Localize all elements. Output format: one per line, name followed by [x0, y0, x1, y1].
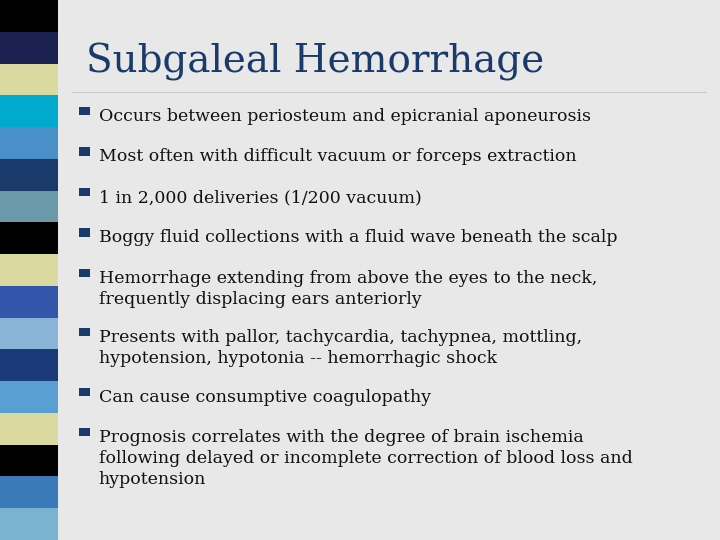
FancyBboxPatch shape [79, 388, 90, 396]
FancyBboxPatch shape [0, 508, 58, 540]
Text: 1 in 2,000 deliveries (1/200 vacuum): 1 in 2,000 deliveries (1/200 vacuum) [99, 189, 421, 206]
FancyBboxPatch shape [0, 349, 58, 381]
FancyBboxPatch shape [0, 381, 58, 413]
FancyBboxPatch shape [0, 191, 58, 222]
Text: Subgaleal Hemorrhage: Subgaleal Hemorrhage [86, 43, 544, 81]
FancyBboxPatch shape [79, 147, 90, 156]
FancyBboxPatch shape [0, 95, 58, 127]
Text: Most often with difficult vacuum or forceps extraction: Most often with difficult vacuum or forc… [99, 148, 576, 165]
FancyBboxPatch shape [0, 413, 58, 445]
Text: Prognosis correlates with the degree of brain ischemia
following delayed or inco: Prognosis correlates with the degree of … [99, 429, 632, 488]
FancyBboxPatch shape [0, 0, 58, 32]
FancyBboxPatch shape [0, 127, 58, 159]
FancyBboxPatch shape [79, 228, 90, 237]
Text: Presents with pallor, tachycardia, tachypnea, mottling,
hypotension, hypotonia -: Presents with pallor, tachycardia, tachy… [99, 329, 582, 367]
FancyBboxPatch shape [0, 286, 58, 318]
Text: Hemorrhage extending from above the eyes to the neck,
frequently displacing ears: Hemorrhage extending from above the eyes… [99, 270, 597, 308]
FancyBboxPatch shape [79, 428, 90, 436]
FancyBboxPatch shape [0, 222, 58, 254]
FancyBboxPatch shape [0, 476, 58, 508]
FancyBboxPatch shape [79, 107, 90, 115]
FancyBboxPatch shape [0, 64, 58, 95]
FancyBboxPatch shape [79, 188, 90, 196]
Text: Occurs between periosteum and epicranial aponeurosis: Occurs between periosteum and epicranial… [99, 108, 590, 125]
FancyBboxPatch shape [0, 32, 58, 64]
FancyBboxPatch shape [0, 318, 58, 349]
FancyBboxPatch shape [0, 445, 58, 476]
Text: Can cause consumptive coagulopathy: Can cause consumptive coagulopathy [99, 389, 431, 406]
FancyBboxPatch shape [79, 269, 90, 277]
FancyBboxPatch shape [79, 328, 90, 336]
FancyBboxPatch shape [0, 254, 58, 286]
Text: Boggy fluid collections with a fluid wave beneath the scalp: Boggy fluid collections with a fluid wav… [99, 230, 617, 246]
FancyBboxPatch shape [0, 159, 58, 191]
